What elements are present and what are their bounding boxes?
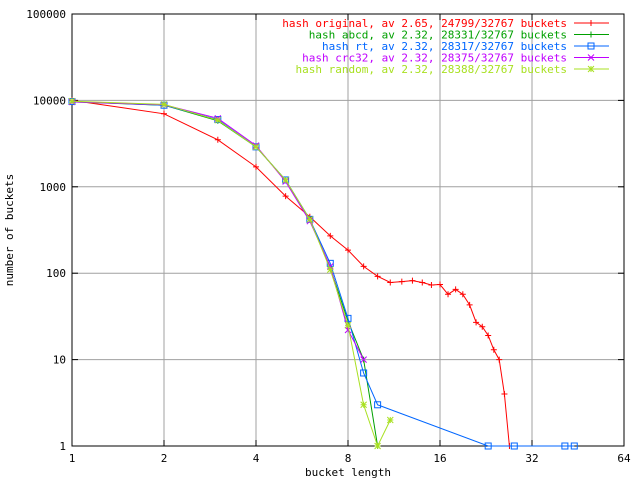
legend-swatch-marker: [587, 54, 595, 61]
data-point: [253, 163, 259, 170]
data-point: [479, 323, 486, 330]
series-5: [68, 97, 394, 450]
data-point: [374, 273, 381, 280]
data-point: [387, 279, 394, 286]
data-point: [398, 278, 405, 285]
y-axis-ticks: 1 10 100 1000 10000 100000: [26, 8, 624, 453]
y-tick-label: 100000: [26, 8, 66, 21]
data-point: [561, 442, 569, 450]
data-point: [306, 215, 314, 223]
x-tick-label: 16: [433, 452, 446, 465]
y-tick-label: 10: [53, 354, 66, 367]
series-group: [68, 97, 578, 450]
y-tick-label: 1000: [40, 181, 67, 194]
legend-label: hash abcd, av 2.32, 28331/32767 buckets: [309, 29, 567, 42]
data-point: [445, 291, 452, 298]
series-line: [71, 101, 575, 447]
data-point: [437, 281, 443, 288]
data-point: [214, 136, 221, 143]
data-point: [68, 97, 76, 105]
series-3: [68, 98, 578, 450]
legend-label: hash rt, av 2.32, 28317/32767 buckets: [322, 40, 567, 53]
data-point: [490, 346, 497, 353]
data-point: [374, 442, 381, 450]
y-tick-label: 1: [59, 440, 66, 453]
data-point: [360, 356, 367, 363]
data-point: [252, 143, 260, 151]
data-point: [459, 291, 466, 298]
data-point: [360, 369, 368, 377]
data-point: [466, 301, 473, 308]
x-tick-label: 64: [617, 452, 631, 465]
data-point: [428, 282, 435, 289]
data-point: [327, 232, 334, 239]
data-point: [326, 266, 334, 273]
legend-swatch-marker: [588, 20, 594, 26]
data-point: [160, 100, 168, 108]
data-point: [409, 277, 416, 284]
data-point: [473, 319, 480, 326]
data-point: [282, 176, 289, 184]
legend-label: hash crc32, av 2.32, 28375/32767 buckets: [302, 52, 567, 65]
x-tick-label: 8: [345, 452, 352, 465]
data-point: [496, 356, 503, 363]
data-point: [419, 279, 426, 286]
x-axis-label: bucket length: [305, 466, 391, 479]
data-point: [501, 390, 508, 397]
data-point: [344, 321, 352, 329]
x-tick-label: 4: [253, 452, 260, 465]
data-point: [344, 326, 352, 334]
data-point: [485, 332, 492, 339]
legend-label: hash random, av 2.32, 28388/32767 bucket…: [295, 63, 567, 76]
x-axis-ticks: 1 2 4 8 16 32 64: [69, 14, 631, 465]
data-point: [282, 193, 289, 200]
legend-swatch-marker: [587, 65, 595, 73]
grid-lines: [72, 14, 624, 446]
x-tick-label: 2: [161, 452, 168, 465]
data-point: [452, 286, 459, 293]
x-tick-label: 32: [525, 452, 538, 465]
data-point: [374, 401, 382, 409]
data-point: [570, 442, 578, 450]
data-point: [214, 116, 222, 124]
y-axis-label: number of buckets: [3, 174, 16, 287]
legend-label: hash original, av 2.65, 24799/32767 buck…: [282, 17, 567, 30]
data-point: [510, 442, 518, 450]
y-tick-label: 100: [46, 267, 66, 280]
data-point: [386, 416, 394, 424]
x-tick-label: 1: [69, 452, 76, 465]
data-point: [360, 401, 367, 409]
data-point: [360, 263, 367, 270]
y-tick-label: 10000: [33, 94, 66, 107]
data-point: [345, 247, 351, 254]
legend-swatch-marker: [587, 42, 595, 50]
data-point: [161, 110, 167, 117]
legend: hash original, av 2.65, 24799/32767 buck…: [282, 17, 609, 76]
data-point: [484, 442, 492, 450]
